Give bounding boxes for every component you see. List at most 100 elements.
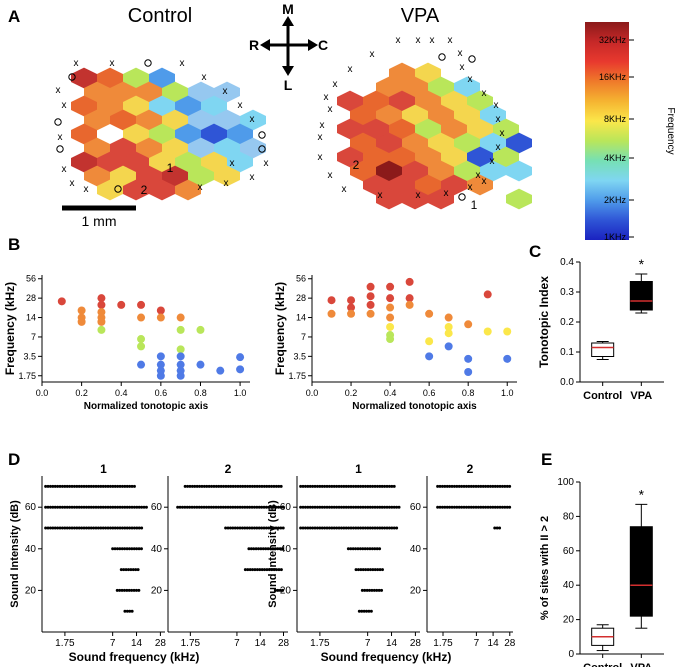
scatter-point — [137, 360, 146, 369]
response-dot — [123, 609, 127, 613]
response-dot — [136, 568, 140, 572]
response-dot — [75, 505, 79, 509]
map-site — [389, 118, 415, 140]
response-dot — [361, 547, 365, 551]
map-site — [363, 118, 389, 140]
response-dot — [395, 526, 399, 530]
response-dot — [120, 505, 124, 509]
compass-left-label: R — [249, 37, 259, 53]
colorbar-tick-label: 8KHz — [604, 114, 627, 124]
response-dot — [72, 526, 76, 530]
non-responsive-mark: x — [202, 72, 207, 83]
response-dot — [106, 484, 110, 488]
response-dot — [368, 526, 372, 530]
map-site — [376, 132, 402, 154]
response-dot — [229, 484, 233, 488]
response-dot — [367, 609, 371, 613]
response-dot — [474, 505, 478, 509]
response-dot — [315, 484, 319, 488]
non-responsive-mark: x — [348, 64, 353, 75]
non-responsive-mark: x — [318, 152, 323, 163]
map-site — [188, 109, 214, 131]
response-dot — [272, 526, 276, 530]
scatter-point — [156, 371, 165, 380]
response-dot — [94, 484, 98, 488]
x-tick-label: 7 — [474, 638, 480, 649]
y-tick-label: 56 — [296, 274, 306, 284]
map-site — [363, 174, 389, 196]
response-dot — [99, 505, 103, 509]
response-dot — [274, 526, 278, 530]
response-dot — [248, 484, 252, 488]
response-dot — [259, 547, 263, 551]
non-responsive-mark: x — [494, 100, 499, 111]
scatter-point — [137, 342, 146, 351]
response-dot — [356, 547, 360, 551]
non-responsive-mark: x — [468, 74, 473, 85]
response-dot — [108, 484, 112, 488]
response-dot — [125, 588, 129, 592]
response-dot — [332, 526, 336, 530]
response-dot — [376, 568, 380, 572]
response-dot — [269, 526, 273, 530]
response-dot — [373, 568, 377, 572]
map-site — [428, 104, 454, 126]
response-dot — [255, 526, 259, 530]
scatter-point — [176, 360, 185, 369]
map-site — [480, 160, 506, 182]
response-dot — [476, 505, 480, 509]
response-dot — [70, 505, 74, 509]
response-dot — [450, 484, 454, 488]
response-dot — [356, 505, 360, 509]
x-tick-label: 0.0 — [36, 388, 49, 398]
response-dot — [383, 505, 387, 509]
response-dot — [335, 484, 339, 488]
non-tuned-mark — [458, 193, 466, 201]
response-dot — [87, 484, 91, 488]
response-dot — [368, 568, 372, 572]
map-site — [376, 104, 402, 126]
response-dot — [118, 505, 122, 509]
response-dot — [370, 588, 374, 592]
response-dot — [190, 505, 194, 509]
response-dot — [240, 505, 244, 509]
map-site — [389, 146, 415, 168]
non-responsive-mark: x — [62, 100, 67, 111]
response-dot — [365, 609, 369, 613]
response-dot — [281, 505, 285, 509]
response-dot — [132, 484, 136, 488]
map-site — [123, 95, 149, 117]
response-dot — [373, 547, 377, 551]
map-site — [506, 160, 532, 182]
response-dot — [498, 505, 502, 509]
x-tick-label: 0.4 — [384, 388, 397, 398]
response-dot — [277, 484, 281, 488]
map-site — [376, 160, 402, 182]
response-dot — [108, 526, 112, 530]
colorbar-tick-label: 32KHz — [599, 35, 627, 45]
response-dot — [440, 505, 444, 509]
response-dot — [339, 505, 343, 509]
response-dot — [339, 526, 343, 530]
x-axis-label: Sound frequency (kHz) — [69, 650, 200, 664]
map-site — [389, 174, 415, 196]
response-dot — [445, 505, 449, 509]
response-dot — [243, 505, 247, 509]
scatter-point — [97, 317, 106, 326]
colorbar-tick-label: 1KHz — [604, 232, 627, 242]
scatter-point — [483, 290, 492, 299]
scatter-point — [156, 352, 165, 361]
y-tick-label: 1.75 — [18, 371, 36, 381]
map-site — [454, 76, 480, 98]
response-dot — [481, 484, 485, 488]
response-dot — [262, 526, 266, 530]
raster-plots: 1 1.75 7 14 28 20 40 60 2 1.75 7 14 28 20 40 60 1 1.75 7 14… — [9, 462, 516, 664]
response-dot — [495, 526, 499, 530]
response-dot — [212, 505, 216, 509]
response-dot — [476, 484, 480, 488]
scatter-point — [77, 306, 86, 315]
non-responsive-mark: x — [70, 178, 75, 189]
scatter-point — [176, 371, 185, 380]
response-dot — [130, 505, 134, 509]
x-tick-label: 1.0 — [234, 388, 247, 398]
